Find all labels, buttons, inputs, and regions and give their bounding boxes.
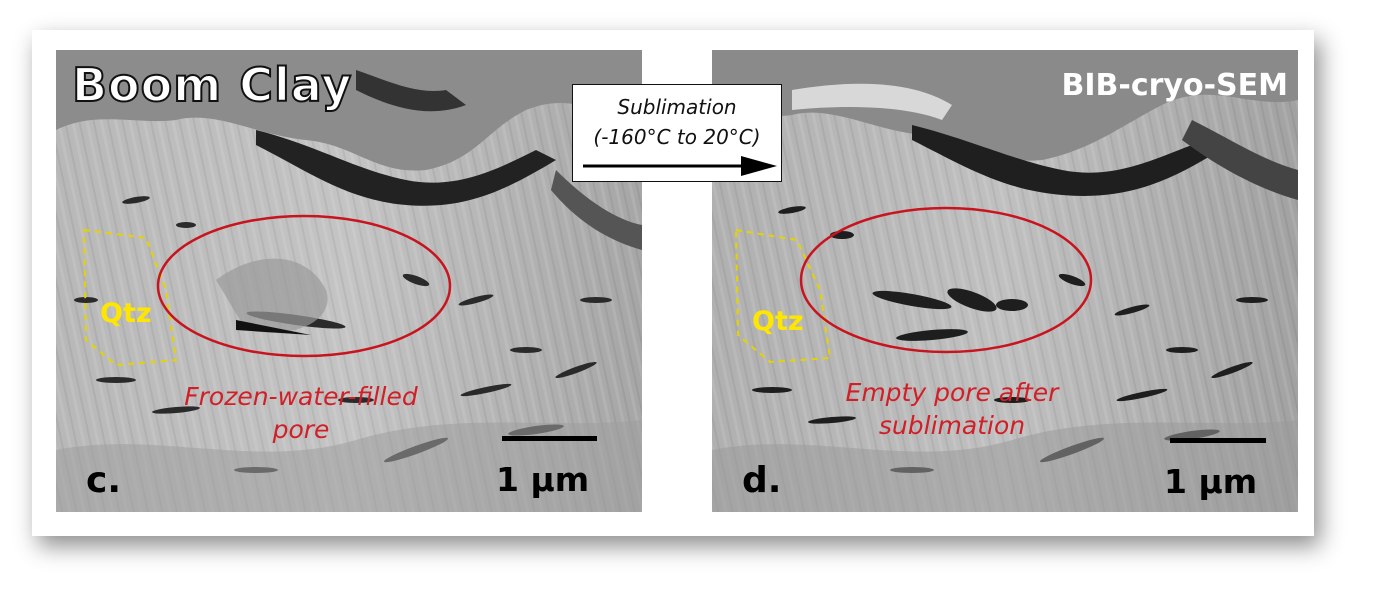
figure-title: Boom Clay bbox=[71, 57, 353, 113]
process-label: Sublimation bbox=[617, 95, 737, 119]
annotation-line2-c: pore bbox=[272, 415, 330, 444]
annotation-line1-c: Frozen-water-filled bbox=[184, 382, 418, 411]
sem-micrograph-c bbox=[56, 50, 642, 512]
sem-micrograph-d bbox=[712, 50, 1298, 512]
qtz-outline-d bbox=[734, 228, 832, 364]
qtz-label-d: Qtz bbox=[752, 306, 804, 337]
sem-panel-d: BIB-cryo-SEM Qtz Empty pore after sublim… bbox=[712, 50, 1298, 512]
scale-bar-d bbox=[1170, 438, 1266, 443]
panel-letter-c: c. bbox=[86, 460, 122, 501]
qtz-label-c: Qtz bbox=[100, 298, 152, 329]
annotation-line2-d: sublimation bbox=[878, 411, 1026, 440]
panel-letter-d: d. bbox=[742, 460, 782, 501]
temperature-range: (-160°C to 20°C) bbox=[593, 125, 761, 149]
pore-annotation-c: Frozen-water-filled pore bbox=[156, 380, 446, 446]
scale-bar-c bbox=[502, 436, 597, 441]
annotation-line1-d: Empty pore after bbox=[845, 378, 1059, 407]
pore-ellipse-c bbox=[156, 214, 452, 358]
sem-panel-c: Boom Clay Qtz Frozen-water-filled pore c… bbox=[56, 50, 642, 512]
method-label: BIB-cryo-SEM bbox=[1061, 68, 1289, 103]
scale-label-d: 1 µm bbox=[1164, 462, 1258, 501]
right-arrow-icon bbox=[583, 156, 777, 176]
qtz-outline-c bbox=[82, 228, 178, 367]
pore-annotation-d: Empty pore after sublimation bbox=[807, 376, 1097, 442]
scale-label-c: 1 µm bbox=[496, 460, 590, 499]
sublimation-arrow-box: Sublimation (-160°C to 20°C) bbox=[572, 84, 782, 182]
pore-ellipse-d bbox=[799, 206, 1093, 354]
